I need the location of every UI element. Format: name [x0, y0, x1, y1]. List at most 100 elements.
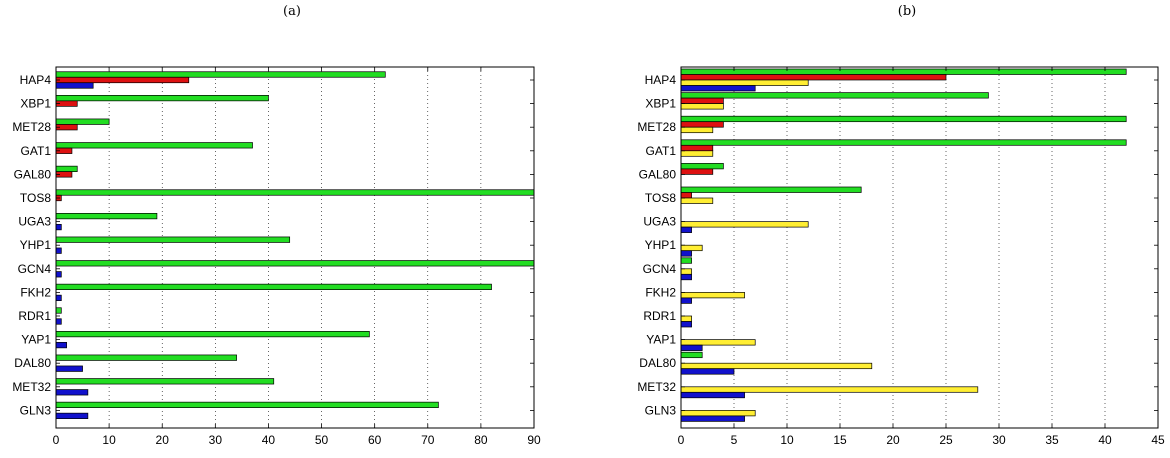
x-tick-label-0-0: 0 [53, 433, 60, 447]
y-tick-label-0-10: RDR1 [18, 309, 51, 323]
x-tick-label-1-4: 20 [886, 433, 900, 447]
bar-1-10-3 [680, 321, 692, 328]
bar-1-5-0 [680, 186, 862, 193]
bar-1-4-1 [680, 168, 714, 175]
y-tick-label-1-7: YHP1 [645, 238, 677, 252]
bar-1-1-2 [680, 103, 724, 110]
bar-1-9-3 [680, 297, 692, 304]
y-tick-label-1-8: GCN4 [643, 262, 677, 276]
bar-1-7-3 [680, 250, 692, 257]
bar-1-14-2 [680, 410, 756, 417]
bar-1-2-0 [680, 115, 1127, 123]
bar-1-3-1 [680, 144, 714, 152]
bar-0-0-1 [55, 76, 190, 84]
y-tick-label-1-13: MET32 [637, 380, 676, 394]
bar-1-0-2 [680, 79, 809, 86]
bar-1-8-2 [680, 268, 692, 275]
bar-1-8-0 [680, 257, 692, 264]
axes-frame-1 [680, 66, 1159, 429]
bar-1-5-2 [680, 197, 714, 204]
bar-0-6-2 [55, 224, 62, 231]
x-tick-label-0-8: 80 [474, 433, 488, 447]
y-tick-label-0-5: TOS8 [20, 191, 51, 205]
bar-0-8-2 [55, 271, 62, 278]
bar-0-4-0 [55, 165, 78, 172]
y-tick-label-1-3: GAT1 [646, 144, 677, 158]
y-tick-label-1-5: TOS8 [645, 191, 676, 205]
x-tick-label-1-5: 25 [939, 433, 953, 447]
bar-1-10-2 [680, 315, 692, 322]
y-tick-label-1-9: FKH2 [645, 285, 676, 299]
x-tick-label-0-6: 60 [368, 433, 382, 447]
bar-1-9-2 [680, 292, 745, 299]
bar-0-0-2 [55, 82, 94, 89]
bar-0-0-0 [55, 71, 386, 78]
bar-1-13-3 [680, 391, 745, 399]
y-tick-label-0-1: XBP1 [20, 97, 51, 111]
panel-a-title: (a) [283, 4, 301, 19]
bar-0-7-0 [55, 236, 291, 243]
bar-0-7-2 [55, 247, 62, 254]
y-tick-label-0-12: DAL80 [14, 356, 51, 370]
y-tick-label-0-0: HAP4 [20, 73, 52, 87]
y-tick-label-0-8: GCN4 [18, 262, 52, 276]
y-tick-label-0-9: FKH2 [20, 285, 51, 299]
bar-1-0-1 [680, 74, 947, 81]
bar-1-4-0 [680, 163, 724, 170]
x-tick-label-1-8: 40 [1098, 433, 1112, 447]
bar-0-8-0 [55, 260, 535, 267]
bar-0-10-2 [55, 318, 62, 325]
x-tick-label-0-3: 30 [209, 433, 223, 447]
bar-0-9-0 [55, 283, 492, 290]
bar-0-14-2 [55, 412, 89, 419]
bar-1-13-2 [680, 386, 979, 393]
bar-1-8-3 [680, 273, 692, 281]
x-tick-label-1-2: 10 [780, 433, 794, 447]
bar-0-13-0 [55, 378, 275, 385]
x-tick-label-1-7: 35 [1045, 433, 1059, 447]
bar-0-2-0 [55, 118, 110, 125]
bar-0-5-0 [55, 189, 535, 196]
y-tick-label-0-6: UGA3 [18, 215, 51, 229]
bar-1-12-0 [680, 351, 703, 359]
bar-1-14-3 [680, 415, 745, 422]
x-tick-label-0-2: 20 [156, 433, 170, 447]
bar-0-1-0 [55, 94, 269, 102]
y-tick-label-1-0: HAP4 [645, 73, 677, 87]
panel-b-title: (b) [897, 4, 917, 19]
x-tick-label-0-1: 10 [102, 433, 116, 447]
bar-0-11-0 [55, 331, 370, 338]
bar-1-6-3 [680, 226, 692, 233]
bar-1-12-3 [680, 368, 735, 375]
bar-0-10-0 [55, 307, 62, 314]
y-tick-label-0-14: GLN3 [20, 403, 52, 417]
x-tick-label-1-3: 15 [833, 433, 847, 447]
x-tick-label-0-4: 40 [262, 433, 276, 447]
bar-1-5-1 [680, 192, 692, 199]
y-tick-label-0-3: GAT1 [21, 144, 52, 158]
bar-1-0-3 [680, 85, 756, 92]
x-tick-label-1-6: 30 [992, 433, 1006, 447]
x-tick-label-1-0: 0 [678, 433, 685, 447]
y-tick-label-0-2: MET28 [12, 120, 51, 134]
bar-1-1-0 [680, 92, 989, 99]
x-tick-label-1-9: 45 [1151, 433, 1165, 447]
y-tick-label-1-14: GLN3 [645, 403, 677, 417]
y-tick-label-1-1: XBP1 [645, 97, 676, 111]
x-tick-label-0-7: 70 [421, 433, 435, 447]
y-tick-label-1-11: YAP1 [646, 333, 676, 347]
bar-0-9-2 [55, 294, 62, 301]
y-tick-label-1-2: MET28 [637, 120, 676, 134]
bar-0-13-2 [55, 389, 89, 396]
x-tick-label-0-9: 90 [527, 433, 541, 447]
y-tick-label-0-13: MET32 [12, 380, 51, 394]
bar-0-12-0 [55, 354, 237, 361]
bar-0-11-2 [55, 342, 67, 349]
y-tick-label-0-11: YAP1 [21, 333, 51, 347]
y-tick-label-1-4: GAL80 [639, 167, 677, 181]
bar-0-3-0 [55, 142, 253, 149]
y-tick-label-0-4: GAL80 [14, 167, 52, 181]
bar-1-2-1 [680, 121, 724, 128]
bar-1-3-2 [680, 150, 714, 157]
